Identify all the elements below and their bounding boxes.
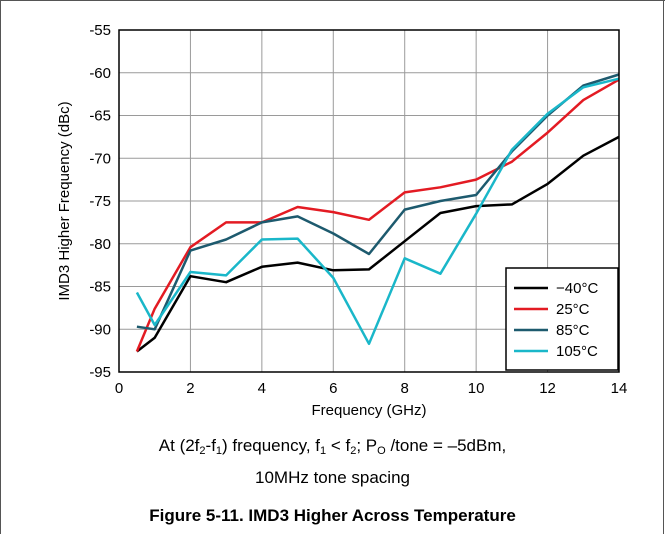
series-line-0 [136, 135, 620, 353]
y-axis-label: IMD3 Higher Frequency (dBc) [56, 101, 73, 300]
y-tick-label: -95 [89, 364, 111, 381]
y-tick-label: -90 [89, 321, 111, 338]
x-tick-label: 2 [186, 380, 194, 397]
legend-label-2: 85°C [556, 322, 590, 339]
page-frame-top [0, 0, 665, 17]
imd3-chart: 0 2 4 6 8 10 12 14 -55 -60 -65 -70 -75 -80 -85 -90 -95 F… [56, 22, 627, 419]
x-axis-label: Frequency (GHz) [311, 402, 426, 419]
series-line-1 [135, 78, 620, 352]
figure-note-line1: At (2f2-f1) frequency, f1 < f2; PO /tone… [158, 436, 507, 457]
y-tick-label: -85 [89, 279, 111, 296]
x-tick-label: 10 [468, 380, 485, 397]
x-tick-label: 12 [539, 380, 556, 397]
legend-label-3: 105°C [556, 343, 598, 360]
figure-note-line2: 10MHz tone spacing [255, 468, 410, 487]
plot-border [118, 29, 620, 373]
series-line-3 [135, 77, 620, 346]
legend-label-1: 25°C [556, 301, 590, 318]
y-tick-label: -70 [89, 150, 111, 167]
series-lines [135, 73, 620, 353]
x-tick-label: 0 [115, 380, 123, 397]
legend-box [505, 267, 619, 371]
y-tick-label: -55 [89, 22, 111, 39]
legend: −40°C 25°C 85°C 105°C [505, 267, 619, 371]
y-tick-label: -80 [89, 236, 111, 253]
x-tick-label: 14 [611, 380, 628, 397]
y-tick-label: -65 [89, 108, 111, 125]
tick-labels: 0 2 4 6 8 10 12 14 -55 -60 -65 -70 -75 -80 -85 -90 -95 [89, 22, 627, 397]
x-tick-label: 6 [329, 380, 337, 397]
page-frame-right [663, 0, 664, 534]
legend-label-0: −40°C [556, 280, 598, 297]
figure-caption: Figure 5-11. IMD3 Higher Across Temperat… [149, 506, 516, 525]
y-tick-label: -60 [89, 65, 111, 82]
x-tick-label: 8 [401, 380, 409, 397]
x-tick-label: 4 [258, 380, 266, 397]
y-tick-label: -75 [89, 193, 111, 210]
page-frame-left [0, 0, 1, 534]
